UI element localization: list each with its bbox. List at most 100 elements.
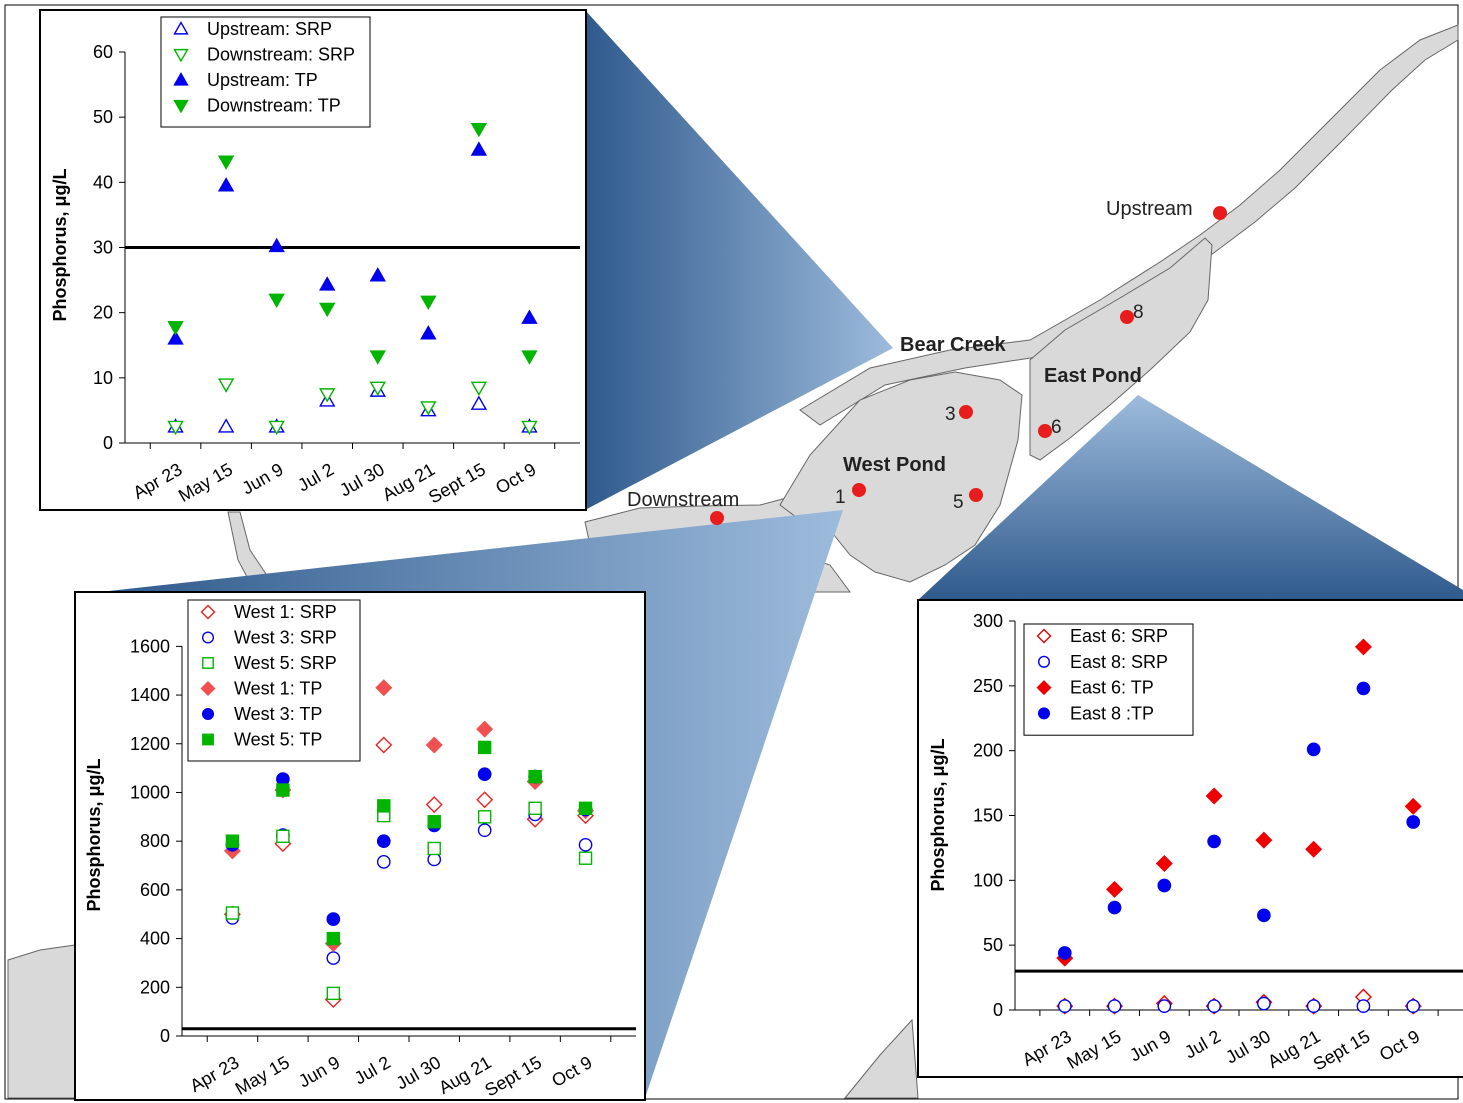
map-label-bear-creek: Bear Creek (900, 334, 1007, 356)
data-point (1207, 999, 1221, 1013)
data-point (476, 720, 494, 738)
y-tick-label: 200 (973, 741, 1003, 761)
y-tick-label: 60 (93, 42, 113, 62)
data-point (1057, 946, 1072, 960)
legend-label: West 1: TP (234, 679, 322, 699)
data-point (369, 381, 386, 397)
legend-marker (1036, 680, 1052, 696)
data-point (1107, 999, 1122, 1013)
y-tick-label: 1200 (130, 734, 170, 754)
legend-marker (200, 604, 216, 620)
legend-marker (202, 733, 214, 746)
series-east-8-tp (1057, 681, 1421, 960)
legend: East 6: SRP East 8: SRP East 6: TP East 8 :… (1023, 623, 1194, 736)
series-west-5-srp (225, 801, 593, 1001)
site-8-marker[interactable] (1120, 310, 1134, 324)
legend-label: West 3: TP (234, 704, 322, 724)
data-point (268, 420, 285, 436)
legend-box (187, 599, 361, 762)
data-point (225, 834, 240, 848)
legend: Upstream: SRP Downstream: SRP Upstream: TP… (160, 16, 371, 128)
site-markers (710, 206, 1227, 525)
site-downstream-marker[interactable] (710, 511, 724, 525)
map-label-site-6: 6 (1051, 417, 1062, 438)
data-point (477, 740, 492, 755)
data-point (319, 302, 336, 318)
y-tick-label: 300 (973, 611, 1003, 631)
data-point (521, 350, 538, 365)
data-point (470, 395, 488, 410)
y-tick-label: 30 (93, 238, 113, 258)
data-point (578, 851, 593, 865)
legend-label: Upstream: TP (207, 70, 318, 90)
data-point (167, 330, 184, 345)
y-tick-label: 20 (93, 303, 113, 323)
data-point (1354, 638, 1372, 656)
series-east-8-srp (1057, 996, 1421, 1013)
data-point (425, 796, 443, 814)
data-point (425, 736, 443, 754)
data-point (369, 350, 386, 365)
series-west-5-tp (225, 740, 593, 946)
data-point (375, 736, 393, 754)
series-east-6-tp (1056, 638, 1422, 967)
y-tick-label: 600 (140, 880, 170, 900)
y-tick-label: 1400 (130, 685, 170, 705)
series-downstream-srp (167, 378, 538, 436)
west-pond-shape (779, 371, 1023, 583)
legend-marker (201, 631, 215, 644)
legend-label: Downstream: TP (207, 96, 341, 116)
data-point (225, 906, 240, 920)
y-tick-label: 200 (140, 977, 170, 997)
data-point (217, 378, 235, 393)
y-axis-title: Phosphorus, μg/L (50, 168, 70, 321)
data-point (578, 837, 593, 852)
legend-marker (173, 99, 189, 114)
y-tick-label: 800 (140, 831, 170, 851)
data-point (420, 401, 437, 416)
data-point (375, 679, 393, 697)
data-point (376, 834, 391, 849)
data-point (167, 420, 184, 436)
data-point (217, 155, 235, 170)
legend-marker (173, 48, 189, 63)
data-point (319, 276, 336, 291)
data-point (276, 783, 290, 797)
data-point (377, 799, 391, 813)
figure-frame (4, 4, 1459, 1100)
site-5-marker[interactable] (969, 488, 983, 502)
data-point (217, 177, 235, 192)
data-point (1306, 999, 1321, 1013)
legend-marker (201, 707, 215, 721)
site-3-marker[interactable] (959, 405, 973, 419)
legend-label: East 6: SRP (1070, 626, 1168, 646)
data-point (420, 295, 437, 310)
site-6-marker[interactable] (1038, 424, 1052, 438)
legend-label: Upstream: SRP (207, 19, 332, 39)
legend-marker (202, 657, 214, 669)
y-tick-label: 400 (140, 929, 170, 949)
site-upstream-marker[interactable] (1213, 206, 1227, 220)
legend: West 1: SRP West 3: SRP West 5: SRP West 1:… (187, 599, 361, 762)
map-label-site-3: 3 (945, 404, 956, 425)
y-axis-title: Phosphorus, μg/L (84, 758, 104, 911)
legend-label: Downstream: SRP (207, 45, 355, 65)
data-point (477, 767, 492, 782)
data-point (470, 122, 488, 138)
data-point (528, 801, 542, 815)
data-point (276, 829, 290, 844)
map-label-site-8: 8 (1133, 302, 1144, 323)
data-point (1404, 797, 1422, 815)
data-point (1107, 900, 1122, 915)
data-point (1157, 999, 1172, 1013)
site-1-marker[interactable] (852, 483, 866, 497)
data-point (1305, 840, 1323, 858)
data-point (268, 293, 285, 309)
data-point (369, 267, 386, 282)
y-tick-label: 0 (160, 1026, 170, 1046)
data-point (477, 823, 492, 838)
legend-marker (1037, 707, 1051, 720)
legend-marker (1036, 628, 1052, 644)
